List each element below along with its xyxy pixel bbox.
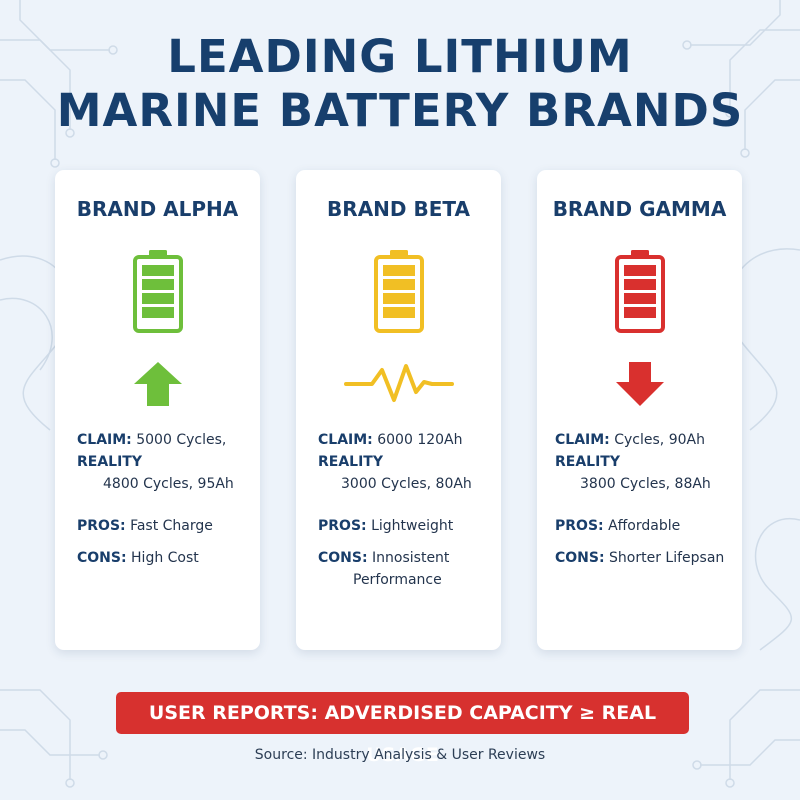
pros-row: PROS: Fast Charge <box>77 518 213 534</box>
cons-label: CONS: <box>318 550 368 566</box>
brand-card-gamma: BRAND GAMMA CLAIM: Cycles, 90Ah REALITY … <box>537 170 742 650</box>
user-reports-banner: USER REPORTS: ADVERDISED CAPACITY ≥ REAL… <box>116 692 689 766</box>
cons-value-continued: Performance <box>353 572 442 588</box>
pros-row: PROS: Lightweight <box>318 518 453 534</box>
battery-full-icon <box>133 250 183 333</box>
claim-value: Cycles, 90Ah <box>614 432 705 448</box>
battery-full-icon <box>374 250 424 333</box>
reality-value: 3000 Cycles, 80Ah <box>341 476 472 492</box>
claim-label: CLAIM: <box>555 432 610 448</box>
cons-value: High Cost <box>131 550 199 566</box>
brand-name: BRAND BETA <box>327 197 470 221</box>
reality-label: REALITY <box>318 454 383 470</box>
title-line-2: MARINE BATTERY BRANDS <box>56 84 744 137</box>
brand-card-alpha: BRAND ALPHA CLAIM: 5000 Cycles, REALITY … <box>55 170 260 650</box>
reality-label: REALITY <box>555 454 620 470</box>
claim-row: CLAIM: 6000 120Ah <box>318 432 463 448</box>
brand-card-beta: BRAND BETA CLAIM: 6000 120Ah REALITY 300… <box>296 170 501 650</box>
title-line-1: LEADING LITHIUM <box>167 30 633 83</box>
claim-row: CLAIM: 5000 Cycles, <box>77 432 226 448</box>
pros-value: Fast Charge <box>130 518 213 534</box>
cons-row: CONS: Innosistent <box>318 550 449 566</box>
reality-label: REALITY <box>77 454 142 470</box>
pros-label: PROS: <box>555 518 604 534</box>
fluctuation-line-icon <box>344 364 454 402</box>
cons-row: CONS: Shorter Lifepsan <box>555 550 724 566</box>
claim-value: 5000 Cycles, <box>136 432 227 448</box>
arrow-down-icon <box>616 362 664 406</box>
claim-label: CLAIM: <box>77 432 132 448</box>
source-note: Source: Industry Analysis & User Reviews <box>254 747 546 763</box>
brand-name: BRAND GAMMA <box>552 197 727 221</box>
reality-value: 3800 Cycles, 88Ah <box>580 476 711 492</box>
cons-value: Shorter Lifepsan <box>609 550 725 566</box>
cons-label: CONS: <box>77 550 127 566</box>
battery-full-icon <box>615 250 665 333</box>
pros-value: Lightweight <box>371 518 454 534</box>
pros-row: PROS: Affordable <box>555 518 680 534</box>
pros-label: PROS: <box>77 518 126 534</box>
reality-value: 4800 Cycles, 95Ah <box>103 476 234 492</box>
brand-name: BRAND ALPHA <box>76 197 239 221</box>
pros-value: Affordable <box>608 518 681 534</box>
cons-value: Innosistent <box>372 550 450 566</box>
cons-row: CONS: High Cost <box>77 550 199 566</box>
cons-label: CONS: <box>555 550 605 566</box>
page-title: LEADING LITHIUM MARINE BATTERY BRANDS <box>0 30 800 138</box>
arrow-up-icon <box>134 362 182 406</box>
pros-label: PROS: <box>318 518 367 534</box>
claim-label: CLAIM: <box>318 432 373 448</box>
claim-value: 6000 120Ah <box>377 432 463 448</box>
claim-row: CLAIM: Cycles, 90Ah <box>555 432 705 448</box>
